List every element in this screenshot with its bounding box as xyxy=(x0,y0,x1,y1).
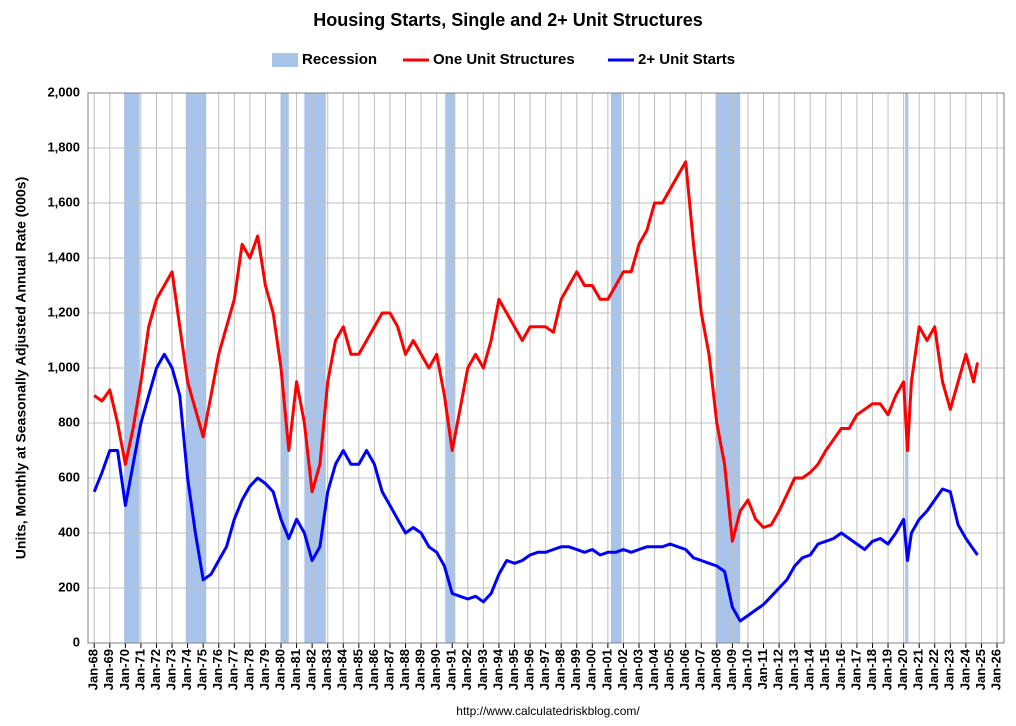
x-tick-label: Jan-92 xyxy=(459,649,474,690)
y-axis-label: Units, Monthly at Seasonally Adjusted An… xyxy=(13,177,29,559)
legend-label: One Unit Structures xyxy=(433,51,575,68)
x-tick-label: Jan-02 xyxy=(615,649,630,690)
x-tick-label: Jan-14 xyxy=(802,648,817,690)
x-tick-label: Jan-97 xyxy=(537,649,552,690)
x-tick-label: Jan-08 xyxy=(708,649,723,690)
x-tick-label: Jan-74 xyxy=(179,648,194,690)
x-tick-label: Jan-77 xyxy=(226,649,241,690)
x-tick-label: Jan-68 xyxy=(86,649,101,690)
x-tick-label: Jan-70 xyxy=(117,649,132,690)
series-line xyxy=(92,352,979,623)
x-tick-label: Jan-85 xyxy=(350,649,365,690)
x-tick-label: Jan-91 xyxy=(444,649,459,690)
x-tick-label: Jan-25 xyxy=(973,649,988,690)
x-tick-label: Jan-01 xyxy=(599,649,614,690)
x-tick-label: Jan-73 xyxy=(163,649,178,690)
x-tick-label: Jan-24 xyxy=(957,648,972,690)
x-tick-label: Jan-16 xyxy=(833,649,848,690)
x-tick-label: Jan-09 xyxy=(724,649,739,690)
x-tick-label: Jan-71 xyxy=(132,649,147,690)
x-tick-label: Jan-96 xyxy=(521,649,536,690)
y-tick-label: 800 xyxy=(58,414,80,429)
y-tick-label: 1,200 xyxy=(47,304,80,319)
y-tick-label: 1,800 xyxy=(47,139,80,154)
y-tick-label: 600 xyxy=(58,469,80,484)
x-tick-label: Jan-06 xyxy=(677,649,692,690)
x-tick-label: Jan-76 xyxy=(210,649,225,690)
x-tick-label: Jan-93 xyxy=(475,649,490,690)
y-tick-label: 1,000 xyxy=(47,359,80,374)
x-tick-label: Jan-83 xyxy=(319,649,334,690)
x-tick-label: Jan-75 xyxy=(195,649,210,690)
x-tick-label: Jan-72 xyxy=(148,649,163,690)
x-tick-label: Jan-05 xyxy=(662,649,677,690)
x-tick-label: Jan-78 xyxy=(241,649,256,690)
legend-label: Recession xyxy=(302,51,377,68)
x-tick-label: Jan-07 xyxy=(693,649,708,690)
x-tick-label: Jan-23 xyxy=(942,649,957,690)
x-tick-label: Jan-04 xyxy=(646,648,661,690)
x-tick-label: Jan-18 xyxy=(864,649,879,690)
x-tick-label: Jan-94 xyxy=(490,648,505,690)
source: http://www.calculatedriskblog.com/ xyxy=(456,704,640,718)
x-tick-label: Jan-82 xyxy=(304,649,319,690)
x-tick-label: Jan-95 xyxy=(506,649,521,690)
x-tick-label: Jan-11 xyxy=(755,649,770,689)
x-tick-label: Jan-69 xyxy=(101,649,116,690)
x-tick-label: Jan-79 xyxy=(257,649,272,690)
x-tick-label: Jan-86 xyxy=(366,649,381,690)
y-tick-label: 200 xyxy=(58,579,80,594)
x-tick-label: Jan-20 xyxy=(895,649,910,690)
x-tick-label: Jan-03 xyxy=(630,649,645,690)
x-tick-label: Jan-15 xyxy=(817,649,832,690)
x-tick-label: Jan-00 xyxy=(584,649,599,690)
y-tick-label: 1,400 xyxy=(47,249,80,264)
x-tick-label: Jan-17 xyxy=(848,649,863,690)
x-tick-label: Jan-99 xyxy=(568,649,583,690)
x-tick-label: Jan-19 xyxy=(879,649,894,690)
x-tick-label: Jan-26 xyxy=(988,649,1003,690)
y-tick-label: 0 xyxy=(73,634,80,649)
x-tick-label: Jan-84 xyxy=(335,648,350,690)
x-tick-label: Jan-21 xyxy=(911,649,926,690)
y-tick-label: 1,600 xyxy=(47,194,80,209)
x-tick-label: Jan-22 xyxy=(926,649,941,690)
x-tick-label: Jan-13 xyxy=(786,649,801,690)
x-tick-label: Jan-89 xyxy=(413,649,428,690)
chart-title: Housing Starts, Single and 2+ Unit Struc… xyxy=(313,10,703,30)
legend-swatch xyxy=(272,53,298,67)
x-tick-label: Jan-90 xyxy=(428,649,443,690)
x-tick-label: Jan-88 xyxy=(397,649,412,690)
x-tick-label: Jan-10 xyxy=(739,649,754,690)
x-tick-label: Jan-87 xyxy=(381,649,396,690)
plot-border xyxy=(87,92,1005,644)
y-tick-label: 400 xyxy=(58,524,80,539)
y-tick-label: 2,000 xyxy=(47,84,80,99)
x-tick-label: Jan-80 xyxy=(272,649,287,690)
series-line xyxy=(93,160,979,543)
x-tick-label: Jan-98 xyxy=(553,649,568,690)
legend-label: 2+ Unit Starts xyxy=(638,51,735,68)
x-tick-label: Jan-12 xyxy=(771,649,786,690)
x-tick-label: Jan-81 xyxy=(288,649,303,690)
